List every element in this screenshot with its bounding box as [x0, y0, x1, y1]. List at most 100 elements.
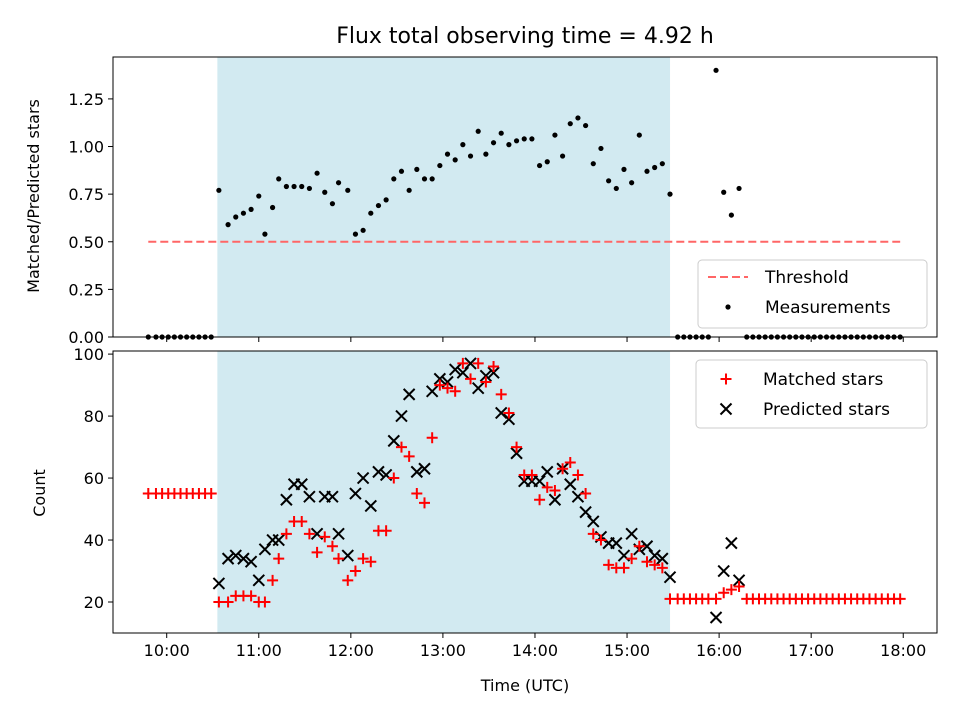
- legend-measurements-swatch: [725, 304, 731, 310]
- measurement-point: [483, 151, 489, 157]
- matched-star-marker: [603, 559, 615, 571]
- predicted-star-marker: [332, 527, 345, 541]
- measurement-point: [567, 121, 573, 127]
- predicted-star-marker: [732, 574, 746, 587]
- predicted-star-marker: [402, 388, 416, 401]
- matched-star-marker: [411, 488, 423, 500]
- y-tick-label: 80: [84, 407, 104, 426]
- x-tick-label: 11:00: [236, 641, 282, 660]
- measurement-point: [335, 180, 342, 186]
- predicted-star-marker: [237, 552, 250, 565]
- matched-star-marker: [319, 531, 331, 543]
- measurement-point: [306, 185, 313, 192]
- matched-star-marker: [503, 407, 515, 419]
- measurement-point: [460, 142, 466, 148]
- measurement-point: [506, 142, 512, 148]
- predicted-star-marker: [495, 406, 508, 420]
- matched-star-marker: [718, 587, 730, 599]
- matched-star-marker: [656, 562, 668, 574]
- measurement-point: [398, 168, 405, 174]
- x-tick-label: 12:00: [328, 641, 374, 660]
- predicted-star-marker: [448, 363, 462, 376]
- measurement-point: [262, 231, 268, 237]
- measurement-point: [283, 183, 289, 190]
- measurement-point: [736, 185, 742, 192]
- y-tick-label: 1.25: [68, 90, 104, 109]
- bottom-y-axis-label: Count: [30, 469, 49, 517]
- predicted-star-marker: [364, 499, 377, 513]
- y-tick-label: 0.75: [68, 185, 104, 204]
- measurement-point: [444, 151, 451, 157]
- bottom-legend-box: [695, 359, 928, 429]
- matched-star-marker: [633, 540, 645, 552]
- matched-star-marker: [213, 596, 225, 608]
- measurement-point: [629, 180, 635, 186]
- matched-star-marker: [388, 472, 400, 484]
- predicted-star-marker: [341, 549, 354, 562]
- x-tick-label: 16:00: [696, 641, 742, 660]
- x-tick-label: 14:00: [512, 641, 558, 660]
- top-panel: 0.00 0.25 0.50 0.75 1.00 1.25 Threshold Measure…: [68, 56, 938, 347]
- matched-star-marker: [894, 593, 906, 605]
- predicted-star-marker: [372, 465, 385, 479]
- top-y-axis-label: Matched/Predicted stars: [24, 99, 43, 293]
- measurement-point: [291, 183, 297, 190]
- predicted-star-marker: [387, 434, 401, 448]
- y-tick-label: 0.00: [68, 328, 104, 347]
- matched-star-marker: [245, 590, 257, 602]
- y-tick-label: 0.50: [68, 233, 104, 252]
- top-legend: Threshold Measurements: [697, 259, 928, 329]
- x-tick-label: 17:00: [788, 641, 834, 660]
- predicted-star-marker: [229, 549, 242, 562]
- matched-star-marker: [595, 534, 607, 546]
- matched-star-marker: [580, 488, 592, 500]
- matched-star-marker: [259, 596, 271, 608]
- matched-star-marker: [465, 373, 477, 385]
- measurement-point: [721, 189, 727, 195]
- predicted-star-marker: [656, 552, 669, 565]
- matched-star-marker: [222, 596, 234, 608]
- matched-star-marker: [618, 562, 630, 574]
- matched-star-marker: [541, 481, 553, 493]
- measurement-point: [299, 183, 305, 190]
- predicted-star-marker: [221, 552, 235, 565]
- matched-star-marker: [626, 553, 638, 565]
- matched-star-marker: [480, 376, 492, 388]
- matched-star-marker: [349, 565, 361, 577]
- top-axes-frame: [112, 56, 938, 338]
- predicted-star-marker: [349, 487, 362, 500]
- measurement-point: [667, 191, 673, 197]
- matched-star-marker: [587, 528, 599, 540]
- matched-star-marker: [395, 441, 407, 453]
- measurement-point: [225, 222, 231, 228]
- predicted-star-marker: [533, 474, 546, 488]
- predicted-star-marker: [244, 555, 258, 568]
- chart-title: Flux total observing time = 4.92 h: [336, 24, 714, 49]
- measurement-point: [314, 170, 320, 176]
- matched-star-marker: [342, 574, 354, 586]
- matched-star-marker: [311, 546, 323, 558]
- measurement-point: [606, 178, 612, 184]
- measurement-point: [256, 193, 262, 199]
- matched-star-marker: [511, 441, 523, 453]
- legend-matched-label: Matched stars: [763, 370, 883, 390]
- measurement-point: [475, 128, 481, 134]
- measurement-point: [544, 159, 550, 165]
- measurement-point: [352, 231, 359, 237]
- predicted-star-marker: [717, 564, 730, 578]
- predicted-star-marker: [725, 536, 738, 550]
- measurement-point: [521, 136, 527, 142]
- legend-measurements-label: Measurements: [765, 298, 891, 318]
- y-tick-label: 40: [84, 531, 104, 550]
- matched-star-marker: [403, 450, 415, 462]
- measurement-point: [375, 202, 382, 209]
- y-tick-label: 100: [73, 345, 104, 364]
- measurement-point: [583, 122, 589, 129]
- predicted-star-marker: [709, 611, 723, 624]
- bottom-panel: 10:00 11:00 12:00 13:00 14:00 15:00 16:00 17:00…: [73, 345, 938, 660]
- matched-star-marker: [725, 584, 737, 596]
- matched-star-marker: [495, 388, 507, 400]
- matched-star-marker: [365, 556, 377, 568]
- predicted-star-marker: [272, 533, 285, 547]
